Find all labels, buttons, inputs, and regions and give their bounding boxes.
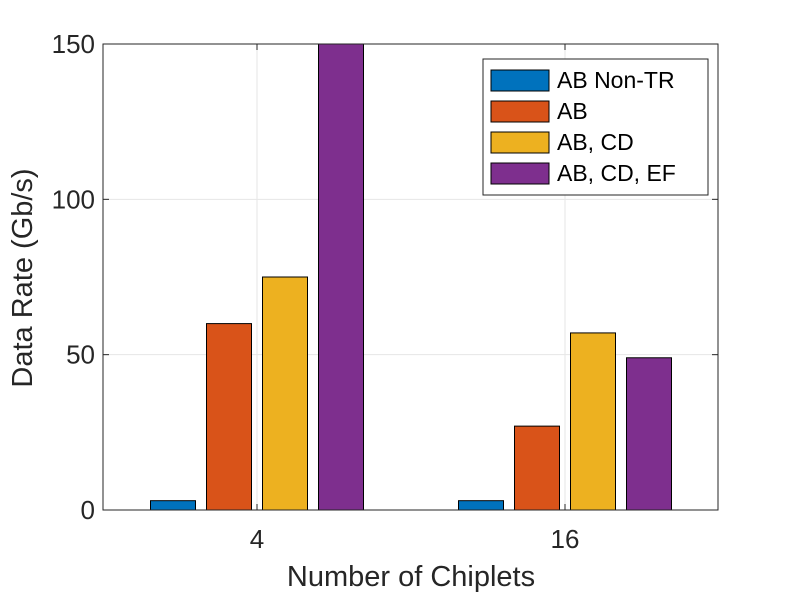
x-tick-label: 4 bbox=[250, 524, 264, 554]
legend-swatch bbox=[490, 131, 550, 154]
legend-swatch bbox=[490, 100, 550, 123]
axes-box bbox=[102, 43, 719, 511]
x-tick-label: 16 bbox=[551, 524, 580, 554]
legend-label: AB, CD, EF bbox=[557, 160, 676, 186]
bar bbox=[626, 357, 672, 511]
y-tick-label: 100 bbox=[52, 184, 95, 214]
bar bbox=[206, 323, 252, 511]
legend-label: AB bbox=[557, 98, 588, 124]
y-axis-title: Data Rate (Gb/s) bbox=[7, 168, 39, 387]
y-tick-label: 50 bbox=[66, 340, 95, 370]
legend: AB Non-TR AB AB, CD AB, CD, EF bbox=[482, 58, 709, 196]
legend-label: AB Non-TR bbox=[557, 67, 675, 93]
bars-group bbox=[150, 43, 672, 511]
legend-label: AB, CD bbox=[557, 129, 634, 155]
y-tick-label: 150 bbox=[52, 29, 95, 59]
bar bbox=[458, 500, 504, 511]
bar bbox=[262, 276, 308, 511]
bar bbox=[318, 43, 364, 511]
bar bbox=[150, 500, 196, 511]
legend-swatch bbox=[490, 162, 550, 185]
bar bbox=[570, 332, 616, 511]
legend-swatch bbox=[490, 69, 550, 92]
ticks-group: 0 50 100 150 4 16 bbox=[52, 29, 718, 554]
x-axis-title: Number of Chiplets bbox=[287, 561, 535, 593]
y-tick-label: 0 bbox=[81, 495, 95, 525]
bar bbox=[514, 425, 560, 511]
